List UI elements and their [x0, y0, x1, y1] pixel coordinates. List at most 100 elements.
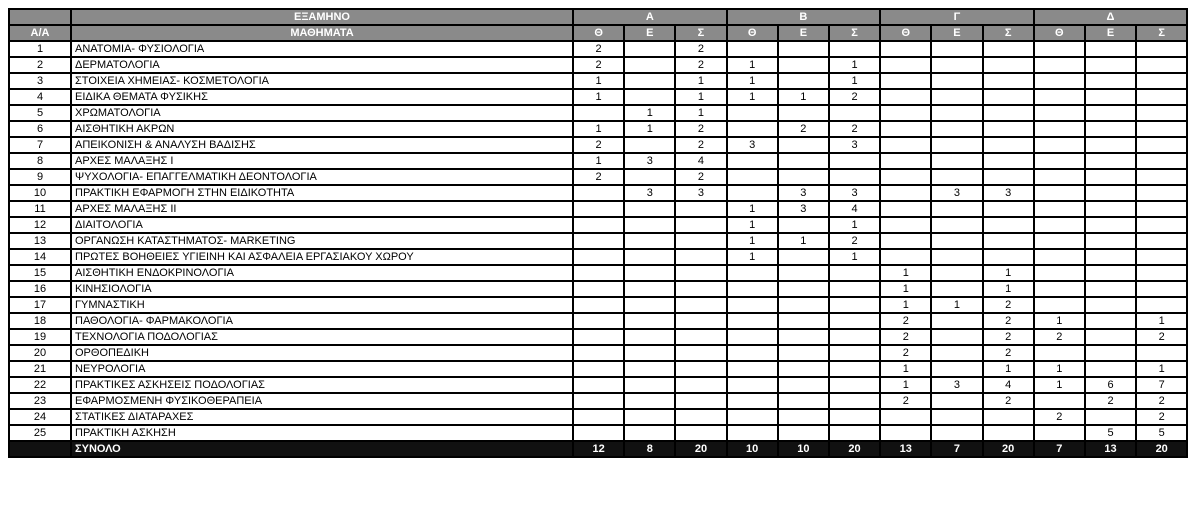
row-number: 6: [8, 120, 72, 138]
hours-cell: [571, 424, 626, 442]
hours-cell: 1: [725, 232, 779, 250]
hours-cell: [1135, 56, 1189, 74]
hours-cell: [623, 200, 677, 218]
hours-cell: [1083, 72, 1138, 90]
hours-cell: [879, 104, 933, 122]
hours-cell: 1: [1135, 360, 1189, 378]
hours-cell: 2: [674, 168, 728, 186]
hours-cell: [930, 360, 984, 378]
hours-cell: [981, 88, 1035, 106]
row-number: 13: [8, 232, 72, 250]
hours-cell: [776, 104, 830, 122]
hours-cell: [674, 264, 728, 282]
hours-cell: [725, 392, 779, 410]
subject-name: ΑΙΣΘΗΤΙΚΗ ΑΚΡΩΝ: [70, 120, 574, 138]
hours-cell: 3: [674, 184, 728, 202]
hours-cell: 3: [776, 184, 830, 202]
hours-cell: [725, 40, 779, 58]
hours-cell: [623, 248, 677, 266]
hours-cell: [725, 312, 779, 330]
hours-cell: [623, 72, 677, 90]
hours-cell: 1: [571, 120, 626, 138]
hours-cell: [1083, 280, 1138, 298]
total-cell: 20: [674, 440, 728, 458]
hours-cell: [879, 184, 933, 202]
hours-cell: [1083, 312, 1138, 330]
hours-cell: 5: [1135, 424, 1189, 442]
hours-cell: 1: [1032, 376, 1086, 394]
hours-cell: [776, 312, 830, 330]
hours-cell: [981, 216, 1035, 234]
row-number: 2: [8, 56, 72, 74]
hours-cell: [1083, 248, 1138, 266]
hours-cell: [674, 216, 728, 234]
hours-cell: [879, 408, 933, 426]
hours-cell: [1083, 328, 1138, 346]
hours-cell: 1: [827, 248, 882, 266]
semester-b: Β: [725, 8, 882, 26]
hours-cell: [1032, 88, 1086, 106]
hours-cell: [571, 184, 626, 202]
hours-cell: [1135, 296, 1189, 314]
hours-cell: [879, 232, 933, 250]
header-blank: [8, 8, 72, 26]
hours-cell: [623, 312, 677, 330]
hours-cell: [1083, 40, 1138, 58]
subject-name: ΓΥΜΝΑΣΤΙΚΗ: [70, 296, 574, 314]
hours-cell: [1135, 40, 1189, 58]
hours-cell: [1083, 152, 1138, 170]
hours-cell: [725, 152, 779, 170]
hours-cell: [930, 152, 984, 170]
hours-cell: [623, 264, 677, 282]
hours-cell: [571, 344, 626, 362]
hours-cell: 4: [981, 376, 1035, 394]
hours-cell: [776, 328, 830, 346]
row-number: 16: [8, 280, 72, 298]
hours-cell: 3: [930, 184, 984, 202]
subject-name: ΕΦΑΡΜΟΣΜΕΝΗ ΦΥΣΙΚΟΘΕΡΑΠΕΙΑ: [70, 392, 574, 410]
hours-cell: [674, 392, 728, 410]
hours-cell: [981, 168, 1035, 186]
hours-cell: 2: [674, 40, 728, 58]
hours-cell: [930, 104, 984, 122]
hours-cell: [571, 312, 626, 330]
subject-name: ΑΡΧΕΣ ΜΑΛΑΞΗΣ Ι: [70, 152, 574, 170]
total-cell: 10: [725, 440, 779, 458]
total-blank: [8, 440, 72, 458]
hours-cell: [571, 232, 626, 250]
hours-cell: [1135, 104, 1189, 122]
hours-cell: 1: [725, 72, 779, 90]
hours-cell: 2: [827, 88, 882, 106]
hours-cell: [623, 408, 677, 426]
hours-cell: [827, 312, 882, 330]
hours-cell: [1083, 88, 1138, 106]
semester-g: Γ: [879, 8, 1035, 26]
hours-cell: [725, 424, 779, 442]
hours-cell: 2: [776, 120, 830, 138]
row-number: 23: [8, 392, 72, 410]
hours-cell: 3: [930, 376, 984, 394]
hours-cell: [1083, 200, 1138, 218]
hours-cell: [776, 136, 830, 154]
hours-cell: [981, 120, 1035, 138]
hours-cell: [571, 280, 626, 298]
hours-cell: [571, 296, 626, 314]
subject-name: ΟΡΓΑΝΩΣΗ ΚΑΤΑΣΤΗΜΑΤΟΣ- MARKETING: [70, 232, 574, 250]
hours-cell: [981, 232, 1035, 250]
hours-cell: [1032, 424, 1086, 442]
table-row: 15 ΑΙΣΘΗΤΙΚΗ ΕΝΔΟΚΡΙΝΟΛΟΓΙΑ 1 1: [8, 264, 1189, 282]
hours-cell: [879, 200, 933, 218]
semester-a: Α: [572, 8, 728, 26]
subjects-header: ΜΑΘΗΜΑΤΑ: [70, 24, 574, 42]
subject-name: ΤΕΧΝΟΛΟΓΙΑ ΠΟΔΟΛΟΓΙΑΣ: [70, 328, 574, 346]
row-number: 4: [8, 88, 72, 106]
table-row: 12 ΔΙΑΙΤΟΛΟΓΙΑ 1 1: [8, 216, 1189, 234]
hours-cell: [776, 168, 830, 186]
hours-cell: 2: [571, 168, 626, 186]
hours-cell: [879, 248, 933, 266]
total-cell: 7: [1032, 440, 1086, 458]
hours-cell: [981, 408, 1035, 426]
hours-cell: [776, 152, 830, 170]
hours-cell: [1032, 72, 1086, 90]
